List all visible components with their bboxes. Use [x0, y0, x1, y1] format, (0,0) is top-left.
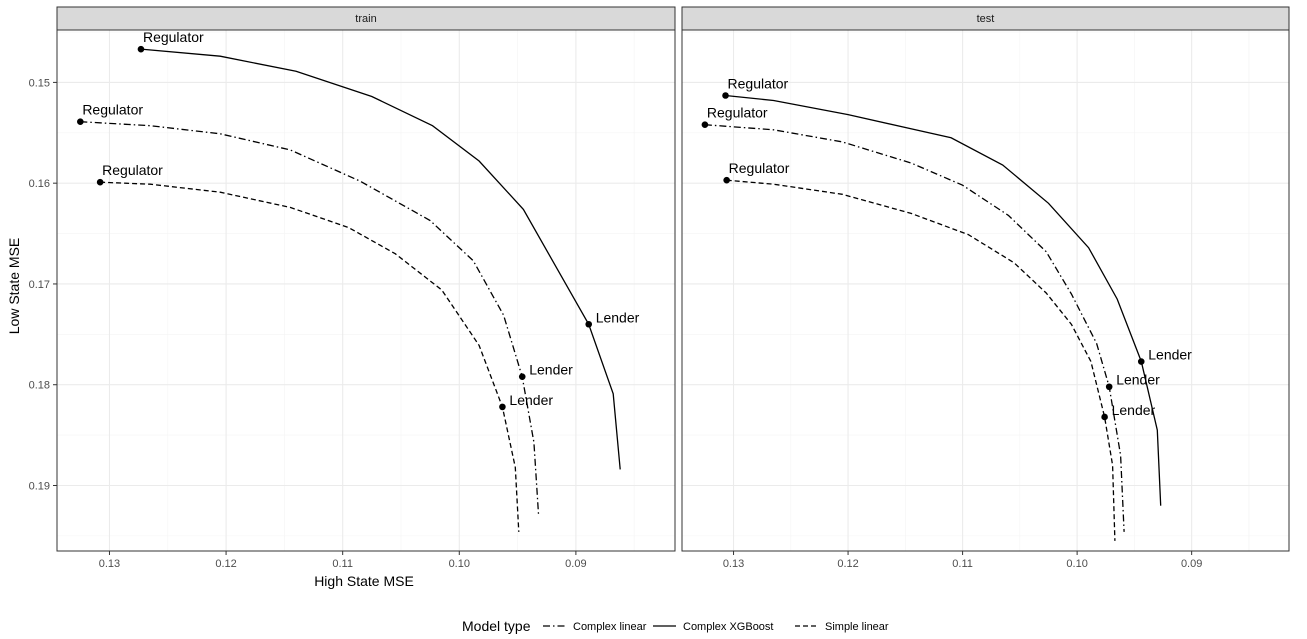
y-axis-title: Low State MSE	[6, 238, 22, 335]
x-tick-label: 0.13	[723, 558, 744, 570]
annotation-point	[722, 92, 729, 99]
annotation-label-lender: Lender	[596, 309, 640, 325]
y-tick-label: 0.15	[29, 77, 50, 89]
annotation-point	[96, 178, 104, 186]
facet-strip-label: test	[977, 13, 995, 25]
panel-background	[57, 30, 675, 551]
annotation-label-lender: Lender	[1148, 347, 1192, 363]
panels: train 0.13 0.12 0.11 0.10 0.09 0.15 0.16 0.17 0.1…	[29, 6, 1290, 570]
series-line-simple-linear	[726, 179, 1116, 541]
annotation-label-lender: Lender	[1116, 372, 1160, 388]
annotation-label-regulator: Regulator	[729, 160, 790, 176]
annotation-point	[1137, 358, 1145, 365]
panel-test: test 0.13 0.12 0.11 0.10 0.09 Regulator Regulat…	[681, 6, 1290, 570]
x-tick-label: 0.10	[1066, 558, 1087, 570]
annotation-label-regulator: Regulator	[728, 76, 789, 92]
annotation-point	[499, 403, 506, 411]
legend-title: Model type	[462, 618, 531, 634]
annotation-point	[701, 121, 709, 129]
annotation-point	[585, 320, 593, 328]
annotation-point	[518, 373, 526, 380]
x-tick-label: 0.10	[449, 558, 470, 570]
annotation-point	[1105, 383, 1113, 391]
x-tick-label: 0.09	[565, 558, 586, 570]
legend: Model type Complex linear Complex XGBoost…	[462, 618, 889, 634]
annotation-label-regulator: Regulator	[82, 102, 143, 118]
y-tick-label: 0.19	[29, 480, 50, 492]
annotation-label-regulator: Regulator	[102, 162, 163, 178]
y-tick-label: 0.16	[29, 178, 50, 190]
x-tick-label: 0.11	[952, 558, 973, 570]
legend-label: Complex XGBoost	[683, 621, 773, 633]
series-line-complex-xgboost	[725, 94, 1162, 506]
annotation-label-regulator: Regulator	[143, 29, 204, 45]
legend-label: Complex linear	[573, 621, 647, 633]
x-tick-label: 0.13	[99, 558, 120, 570]
x-tick-label: 0.12	[215, 558, 236, 570]
legend-entries: Complex linear Complex XGBoost Simple line…	[543, 621, 889, 633]
panel-border	[56, 29, 676, 552]
facet-strip-label: train	[355, 13, 376, 25]
annotation-point	[723, 176, 730, 184]
x-tick-label: 0.09	[1181, 558, 1202, 570]
panel-background	[682, 30, 1289, 551]
series-line-complex-xgboost	[140, 48, 621, 470]
y-tick-label: 0.18	[29, 380, 50, 392]
annotation-label-lender: Lender	[529, 362, 573, 378]
panel-train: train 0.13 0.12 0.11 0.10 0.09 0.15 0.16 0.17 0.1…	[29, 6, 676, 570]
annotation-point	[77, 118, 84, 126]
legend-label: Simple linear	[825, 621, 889, 633]
annotation-label-lender: Lender	[1112, 402, 1156, 418]
panel-border	[681, 29, 1290, 552]
x-axis-title: High State MSE	[314, 573, 414, 589]
y-tick-label: 0.17	[29, 279, 50, 291]
series-line-complex-linear	[80, 121, 540, 516]
annotation-label-lender: Lender	[509, 392, 553, 408]
series-line-simple-linear	[100, 181, 520, 532]
x-tick-label: 0.12	[837, 558, 858, 570]
annotation-point	[137, 45, 145, 53]
x-tick-label: 0.11	[332, 558, 353, 570]
annotation-label-regulator: Regulator	[707, 105, 768, 121]
series-line-complex-linear	[704, 124, 1125, 532]
annotation-point	[1101, 413, 1108, 421]
